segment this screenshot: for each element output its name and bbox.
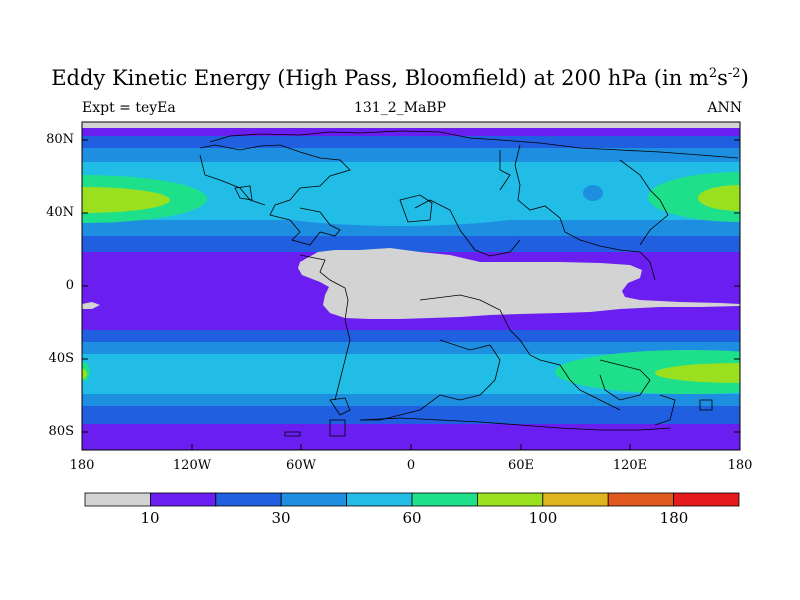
coastlines [199,130,739,437]
y-tick-label: 80S [48,424,74,439]
band-blue-north [82,136,740,150]
jet-south-west-yellow [82,369,87,379]
band-midblue-south [82,342,740,356]
run-label: 131_2_MaBP [353,100,447,116]
axis-ticks [81,139,741,450]
x-tick-label: 120E [612,458,648,473]
x-tick-label: 0 [406,458,416,473]
tropical-gray-west [82,302,100,309]
colorbar-label: 100 [528,509,558,527]
band-blue-south [82,330,740,344]
colorbar-label: 10 [140,509,160,527]
small-blue-spot [583,185,603,201]
band-midblue-north-2 [82,220,740,238]
colorbar-box [411,492,478,507]
colorbar-box [84,492,151,507]
x-tick-label: 60W [286,458,316,473]
jet-north-east-yellow [698,185,740,211]
jet-north-west-yellow [82,187,170,213]
band-blue-south-2 [82,406,740,426]
y-tick-label: 0 [65,278,74,293]
x-tick-label: 120W [172,458,212,473]
colorbar-label: 30 [271,509,291,527]
jet-south-east-green [555,350,740,394]
x-tick-label: 180 [727,458,753,473]
tropical-gray-region [298,248,740,319]
colorbar-box [542,492,609,507]
map-title: Eddy Kinetic Energy (High Pass, Bloomfie… [51,66,749,90]
colorbar [84,492,740,507]
season-label: ANN [707,100,742,116]
band-midblue-north [82,148,740,164]
colorbar-box [673,492,740,507]
colorbar-box [280,492,348,507]
x-tick-label: 60E [507,458,535,473]
band-midblue-south-2 [82,394,740,408]
band-polar-north [82,122,740,130]
colorbar-box [476,492,544,507]
x-tick-label: 180 [69,458,95,473]
jet-south-east-yellow [655,363,740,383]
y-tick-label: 40N [46,205,74,220]
colorbar-label: 180 [659,509,689,527]
colorbar-label: 60 [402,509,422,527]
y-tick-label: 40S [48,351,74,366]
band-blue-north-2 [82,236,740,254]
colorbar-box [215,492,282,507]
band-purple-north [82,128,740,138]
colorbar-box [346,492,413,507]
colorbar-box [607,492,675,507]
y-tick-label: 80N [46,132,74,147]
experiment-label: Expt = teyEa [82,100,176,116]
colorbar-box [149,492,217,507]
jet-north-east-green [648,172,740,222]
